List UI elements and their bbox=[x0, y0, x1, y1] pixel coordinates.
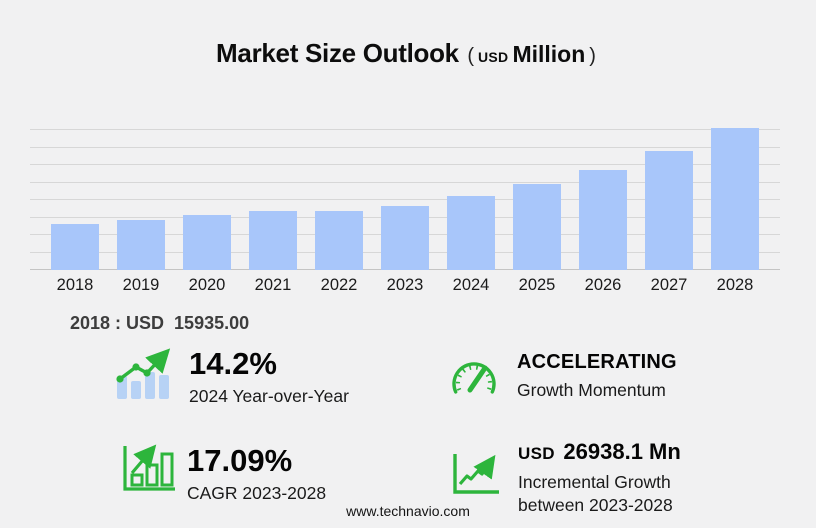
base-year-value-note: 2018 : USD 15935.00 bbox=[70, 313, 250, 333]
x-axis-label-2019: 2019 bbox=[122, 276, 160, 294]
bar-chart-plot-area bbox=[30, 128, 780, 270]
x-axis-label-2020: 2020 bbox=[188, 276, 226, 294]
bar-2021 bbox=[249, 211, 297, 270]
bar-2022 bbox=[315, 211, 363, 270]
x-axis-label-2026: 2026 bbox=[584, 276, 622, 294]
x-axis-label-2022: 2022 bbox=[320, 276, 358, 294]
bar-slot-2023 bbox=[372, 205, 438, 270]
title-paren-open: ( bbox=[467, 45, 474, 67]
title-main: Market Size Outlook bbox=[216, 38, 459, 68]
bar-line-growth-icon bbox=[114, 348, 176, 405]
bar-slot-2021 bbox=[240, 211, 306, 270]
x-axis-label-2018: 2018 bbox=[56, 276, 94, 294]
title-paren-close: ) bbox=[589, 45, 596, 67]
bar-slot-2026 bbox=[570, 169, 636, 270]
bar-2019 bbox=[117, 220, 165, 270]
page-title: Market Size Outlook (USD Million) bbox=[0, 38, 816, 69]
chart-gridline bbox=[30, 199, 780, 200]
x-axis-label-2021: 2021 bbox=[254, 276, 292, 294]
stat-cagr-value: 17.09% bbox=[187, 443, 293, 478]
stat-incremental: USD 26938.1 Mn Incremental Growth betwee… bbox=[518, 433, 681, 516]
x-axis-label-2024: 2024 bbox=[452, 276, 490, 294]
bar-slot-2022 bbox=[306, 211, 372, 270]
stat-incremental-value: USD 26938.1 Mn bbox=[518, 433, 681, 464]
bar-slot-2018 bbox=[42, 224, 108, 270]
chart-x-axis-labels: 2018 2019 2020 2021 2022 2023 2024 2025 2026 2027… bbox=[30, 276, 780, 295]
title-currency: USD bbox=[477, 49, 509, 65]
bar-2020 bbox=[183, 215, 231, 270]
x-axis-label-2027: 2027 bbox=[650, 276, 688, 294]
bar-slot-2025 bbox=[504, 184, 570, 270]
stat-momentum: ACCELERATING Growth Momentum bbox=[517, 352, 677, 401]
title-unit: Million bbox=[512, 41, 586, 67]
bar-slot-2019 bbox=[108, 220, 174, 270]
bar-slot-2020 bbox=[174, 215, 240, 270]
chart-bars bbox=[30, 128, 780, 270]
bar-2025 bbox=[513, 184, 561, 270]
stat-incremental-amount: 26938.1 Mn bbox=[563, 439, 681, 464]
line-growth-axis-icon bbox=[451, 450, 501, 501]
bar-2027 bbox=[645, 150, 693, 270]
bar-2023 bbox=[381, 205, 429, 270]
stat-cagr-label: CAGR 2023-2028 bbox=[187, 483, 327, 503]
website-link[interactable]: www.technavio.com bbox=[346, 503, 470, 519]
stat-incremental-label-line2: between 2023-2028 bbox=[518, 495, 673, 515]
chart-gridline bbox=[30, 164, 780, 165]
stat-yoy-label: 2024 Year-over-Year bbox=[189, 386, 349, 406]
stat-yoy-value: 14.2% bbox=[189, 346, 277, 381]
bar-slot-2024 bbox=[438, 196, 504, 270]
x-axis-label-2028: 2028 bbox=[716, 276, 754, 294]
bar-2026 bbox=[579, 169, 627, 270]
stat-momentum-value: ACCELERATING bbox=[517, 351, 677, 373]
bar-slot-2027 bbox=[636, 150, 702, 270]
x-axis-label-2023: 2023 bbox=[386, 276, 424, 294]
stat-incremental-currency: USD bbox=[518, 444, 555, 463]
chart-gridline bbox=[30, 146, 780, 148]
chart-gridline bbox=[30, 181, 780, 183]
stat-cagr: 17.09% CAGR 2023-2028 bbox=[187, 445, 326, 504]
stat-yoy: 14.2% 2024 Year-over-Year bbox=[189, 348, 349, 407]
speedometer-icon bbox=[446, 355, 500, 404]
bar-2028 bbox=[711, 128, 759, 270]
bar-2024 bbox=[447, 196, 495, 270]
chart-gridline bbox=[30, 129, 780, 130]
x-axis-label-2025: 2025 bbox=[518, 276, 556, 294]
stat-incremental-label-line1: Incremental Growth bbox=[518, 472, 671, 492]
bar-2018 bbox=[51, 224, 99, 270]
bar-chart-arrow-icon bbox=[121, 441, 178, 498]
stat-momentum-label: Growth Momentum bbox=[517, 380, 666, 400]
bar-slot-2028 bbox=[702, 128, 768, 270]
